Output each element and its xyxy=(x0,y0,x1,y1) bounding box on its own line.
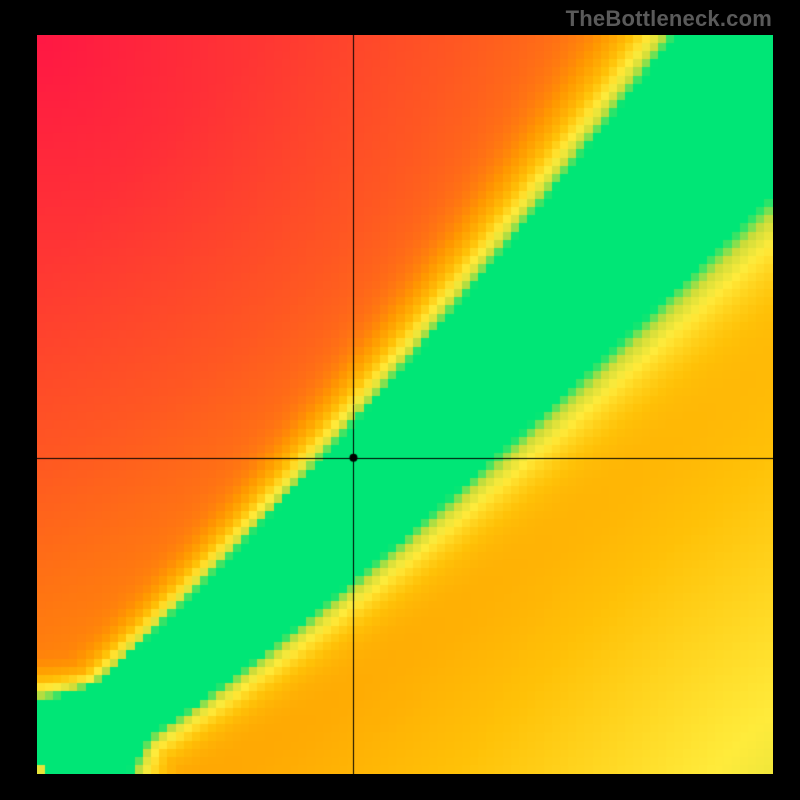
bottleneck-heatmap xyxy=(37,35,773,774)
chart-container: { "watermark": { "text": "TheBottleneck.… xyxy=(0,0,800,800)
watermark-text: TheBottleneck.com xyxy=(566,6,772,32)
